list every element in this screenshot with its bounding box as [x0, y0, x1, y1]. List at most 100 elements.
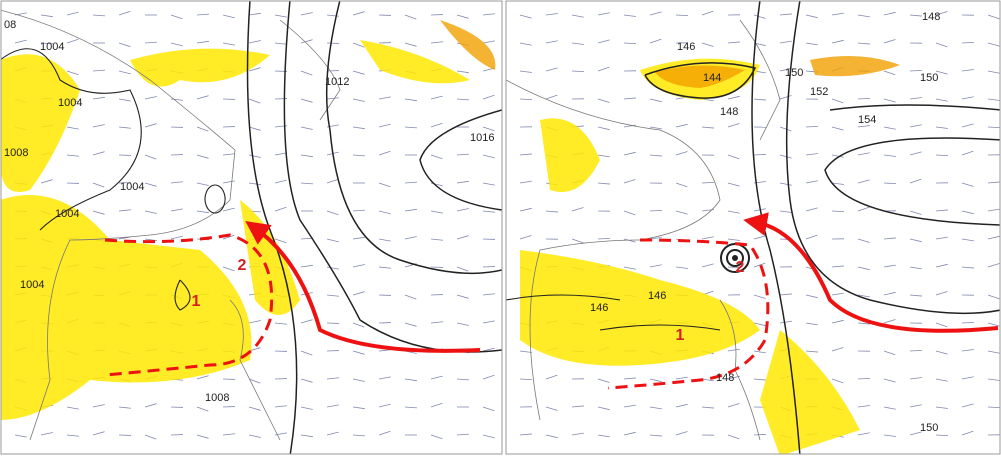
precip-area [360, 40, 470, 84]
wind-barb [623, 14, 636, 17]
wind-barb [805, 322, 818, 326]
wind-barb [831, 12, 844, 16]
wind-barb [883, 182, 897, 185]
contour-label: 146 [648, 290, 666, 302]
wind-barb [597, 182, 610, 185]
wind-barb [118, 209, 131, 212]
wind-barb [935, 406, 948, 409]
wind-barb [248, 182, 261, 186]
wind-barb [545, 40, 558, 44]
wind-barb [987, 406, 1000, 409]
wind-barb [274, 14, 287, 18]
wind-barb [623, 151, 636, 156]
wind-barb [519, 153, 532, 156]
wind-barb [92, 404, 105, 408]
dashed-region [104, 233, 274, 377]
wind-barb [727, 41, 740, 44]
wind-barb [456, 98, 469, 101]
wind-barb [779, 154, 792, 159]
wind-barb [779, 95, 792, 100]
contour-label: 148 [720, 106, 738, 118]
wind-barb [987, 126, 1000, 129]
wind-barb [352, 154, 365, 157]
isobar [1, 48, 226, 311]
wind-barb [352, 378, 365, 382]
coastline [1, 9, 341, 441]
wind-barb [300, 350, 313, 356]
wind-barb [623, 238, 636, 243]
contour-label: 1012 [325, 76, 349, 88]
wind-barb [857, 405, 870, 408]
wind-barb [623, 210, 636, 216]
wind-barb [378, 123, 391, 128]
contour-label: 146 [677, 41, 695, 53]
wind-barb [909, 151, 922, 156]
wind-barb [961, 210, 974, 215]
wind-barb [430, 122, 443, 128]
wind-barb [456, 235, 469, 240]
wind-barb [935, 350, 948, 355]
wind-barb [857, 152, 870, 156]
wind-barb [701, 181, 715, 184]
wind-barb [935, 70, 948, 75]
wind-barb [248, 126, 261, 131]
wind-barb [649, 154, 662, 157]
typhoon-center [720, 243, 750, 273]
wind-barb [222, 266, 235, 272]
wind-barb [378, 376, 391, 380]
wind-barb [222, 153, 235, 156]
wind-barb [935, 263, 948, 268]
wind-barb [883, 406, 896, 410]
contour-label: 1004 [55, 208, 79, 220]
wind-barb [144, 182, 157, 187]
wind-barb [935, 291, 948, 296]
wind-barb [961, 182, 974, 187]
wind-barb [378, 96, 391, 100]
precip-area [1, 54, 80, 192]
wind-barb [352, 434, 365, 437]
wind-barb [196, 434, 209, 439]
wind-barb [430, 95, 443, 100]
wind-barb [675, 210, 688, 215]
wind-barb [430, 321, 443, 324]
wind-barb [831, 319, 844, 324]
wind-barb [909, 404, 922, 408]
wind-barb [404, 181, 417, 184]
wind-barb [118, 126, 131, 129]
wind-barb [623, 42, 637, 45]
contour-label: 150 [920, 422, 938, 434]
wind-barb [753, 378, 766, 381]
wind-barb [857, 125, 870, 128]
wind-barb [430, 375, 443, 380]
wind-barb [326, 266, 339, 270]
wind-barb [935, 98, 948, 102]
wind-barb [300, 319, 313, 324]
wind-barb [92, 69, 105, 72]
wind-barb [519, 235, 532, 240]
wind-barb [144, 403, 157, 408]
wind-barb [326, 238, 339, 243]
wind-barb [987, 208, 1000, 212]
wind-barb [352, 70, 365, 75]
wind-barb [352, 264, 365, 268]
wind-barb [326, 178, 339, 184]
wind-barb [519, 207, 532, 212]
wind-barb [274, 322, 287, 325]
wind-barb [118, 10, 131, 16]
wind-barb [456, 433, 469, 436]
wind-barb [170, 42, 183, 47]
isobar [506, 294, 721, 331]
wind-barb [519, 98, 533, 101]
wind-barb [857, 179, 870, 184]
wind-barb [883, 39, 896, 44]
wind-barb [144, 154, 157, 160]
wind-barb [857, 377, 871, 380]
wind-barb [909, 238, 922, 243]
wind-barb [987, 98, 1000, 101]
wind-barb [779, 293, 792, 296]
wind-barb [935, 11, 948, 16]
wind-barb [831, 182, 844, 185]
wind-barb [352, 126, 365, 130]
wind-barb [831, 265, 844, 268]
wind-barb [987, 14, 1000, 20]
